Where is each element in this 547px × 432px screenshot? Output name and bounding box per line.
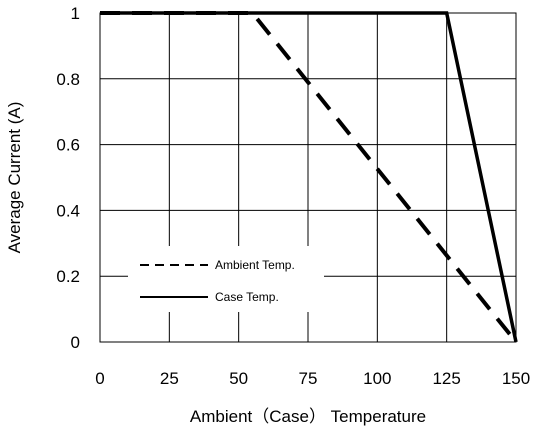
- legend-box: [128, 246, 324, 312]
- legend-label-ambient-temp: Ambient Temp.: [215, 258, 295, 272]
- x-tick-label: 100: [363, 369, 391, 388]
- y-tick-label: 1: [71, 4, 80, 23]
- x-tick-label: 0: [95, 369, 104, 388]
- series-group: [100, 11, 518, 344]
- y-tick-label: 0: [71, 333, 80, 352]
- y-tick-labels: 0 0.2 0.4 0.6 0.8 1: [56, 4, 80, 352]
- y-tick-label: 0.6: [56, 136, 80, 155]
- x-tick-label: 50: [229, 369, 248, 388]
- x-axis-title: Ambient（Case） Temperature: [190, 407, 426, 426]
- x-tick-label: 25: [160, 369, 179, 388]
- x-tick-label: 75: [299, 369, 318, 388]
- x-tick-labels: 0 25 50 75 100 125 150: [95, 369, 530, 388]
- y-tick-label: 0.2: [56, 267, 80, 286]
- series-line-case-temp: [100, 11, 518, 343]
- legend-label-case-temp: Case Temp.: [215, 290, 279, 304]
- x-tick-label: 150: [502, 369, 530, 388]
- legend: Ambient Temp. Case Temp.: [128, 246, 324, 312]
- y-tick-label: 0.8: [56, 70, 80, 89]
- x-tick-label: 125: [432, 369, 460, 388]
- y-tick-label: 0.4: [56, 201, 80, 220]
- y-axis-title: Average Current (A): [5, 102, 24, 254]
